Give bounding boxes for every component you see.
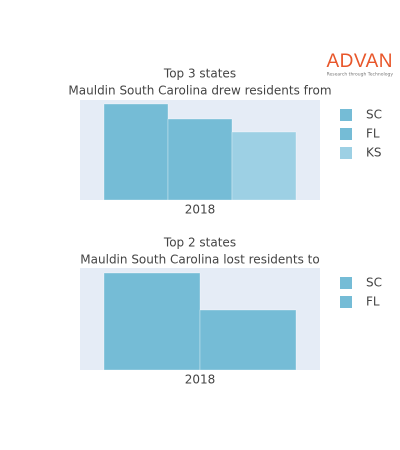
bar xyxy=(199,309,297,371)
x-tick-label: 2018 xyxy=(185,373,216,387)
legend-label: KS xyxy=(366,146,382,160)
chart-title: Top 2 states xyxy=(163,236,236,250)
legend-swatch xyxy=(340,109,352,121)
chart-subtitle: Mauldin South Carolina drew residents fr… xyxy=(68,84,331,98)
legend-swatch xyxy=(340,296,352,308)
logo-tagline: Research through Technology xyxy=(327,72,394,78)
bar xyxy=(103,103,169,201)
legend-label: FL xyxy=(366,127,380,141)
legend-label: FL xyxy=(366,295,380,309)
logo-name: ADVAN xyxy=(326,51,393,72)
bar xyxy=(103,272,201,371)
legend-swatch xyxy=(340,128,352,140)
chart-subtitle: Mauldin South Carolina lost residents to xyxy=(80,253,319,267)
legend-swatch xyxy=(340,147,352,159)
bar xyxy=(231,131,297,201)
legend-swatch xyxy=(340,277,352,289)
legend-label: SC xyxy=(366,108,382,122)
legend-label: SC xyxy=(366,276,382,290)
chart-title: Top 3 states xyxy=(163,67,236,81)
bar xyxy=(167,118,233,201)
x-tick-label: 2018 xyxy=(185,203,216,217)
